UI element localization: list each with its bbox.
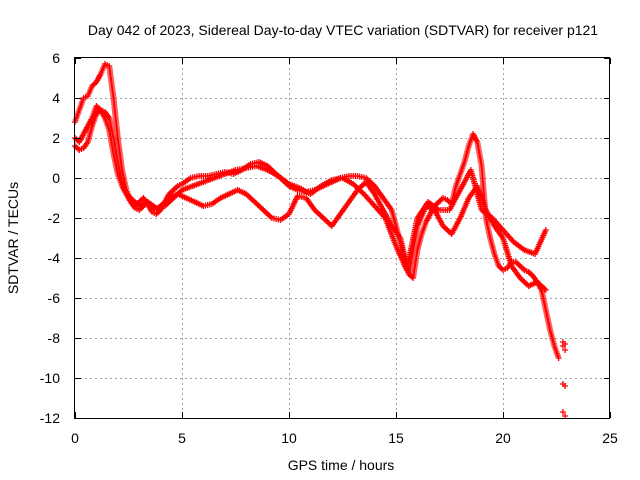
- data-point: [562, 347, 569, 353]
- y-tick-label: -2: [48, 210, 61, 226]
- y-tick-label: 6: [52, 50, 60, 66]
- y-tick-label: -12: [40, 410, 60, 426]
- y-tick-label: -8: [48, 330, 61, 346]
- plot-frame: [74, 57, 610, 419]
- y-tick-label: -4: [48, 250, 61, 266]
- x-tick-label: 25: [602, 430, 618, 446]
- data-point: [559, 409, 566, 415]
- y-tick-label: -6: [48, 290, 61, 306]
- y-tick-label: 0: [52, 170, 60, 186]
- x-tick-label: 5: [178, 430, 186, 446]
- ticks-layer: [75, 58, 611, 419]
- y-tick-label: 2: [52, 130, 60, 146]
- labels-layer: 0 5 10 15 20 25 -12 -10 -8 -6 -4 -2 0 2 4 6: [40, 50, 618, 446]
- data-point: [562, 341, 569, 347]
- grid-layer: [75, 58, 610, 418]
- data-point: [542, 287, 549, 293]
- marks-layer: [72, 61, 569, 419]
- chart-title: Day 042 of 2023, Sidereal Day-to-day VTE…: [88, 22, 598, 38]
- x-tick-label: 15: [388, 430, 404, 446]
- y-tick-label: 4: [52, 90, 60, 106]
- x-axis-title: GPS time / hours: [288, 457, 395, 473]
- y-tick-label: -10: [40, 370, 60, 386]
- data-point: [555, 355, 562, 361]
- y-axis-title: SDTVAR / TECUs: [5, 182, 21, 294]
- data-point: [562, 383, 569, 389]
- x-tick-label: 20: [495, 430, 511, 446]
- x-tick-label: 0: [71, 430, 79, 446]
- x-tick-label: 10: [281, 430, 297, 446]
- data-point: [542, 227, 549, 233]
